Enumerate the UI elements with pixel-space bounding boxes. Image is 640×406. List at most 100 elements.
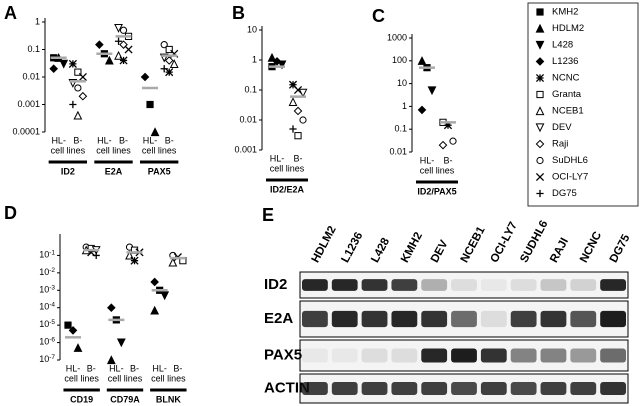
panel-letter: B xyxy=(232,3,245,23)
column-label: HL- xyxy=(97,135,112,145)
lane-label: SUDHL6 xyxy=(518,219,550,265)
group-name: ID2/PAX5 xyxy=(417,186,456,196)
marker xyxy=(73,343,83,352)
row-label: ID2 xyxy=(264,276,287,293)
tick-base: 10 xyxy=(39,320,49,330)
legend-label: L428 xyxy=(552,40,573,51)
panel-letter: E xyxy=(262,205,274,225)
y-tick-label: 10-7 xyxy=(39,354,55,365)
tick-base: 10 xyxy=(39,337,49,347)
marker xyxy=(69,100,77,109)
y-tick-label: 0.01 xyxy=(22,71,40,81)
band xyxy=(391,381,418,396)
column-sublabel: cell lines xyxy=(96,145,131,155)
y-tick-label: 0.001 xyxy=(17,99,40,109)
marker xyxy=(535,106,545,116)
legend-label: KMH2 xyxy=(552,7,578,18)
band xyxy=(600,279,626,291)
marker xyxy=(150,305,160,315)
band xyxy=(540,279,567,291)
marker xyxy=(427,86,437,96)
band xyxy=(361,381,388,396)
panel-letter: A xyxy=(4,3,17,23)
marker xyxy=(536,90,544,99)
marker xyxy=(277,60,287,70)
group-name: CD79A xyxy=(110,394,140,404)
band xyxy=(570,348,597,363)
band xyxy=(480,348,507,363)
marker xyxy=(74,68,82,76)
y-tick-label: 10-2 xyxy=(39,267,55,278)
tick-base: 10 xyxy=(39,250,49,260)
column-sublabel: cell lines xyxy=(270,163,305,173)
group-name: ID2 xyxy=(61,166,75,176)
y-tick-label: 1000 xyxy=(387,32,407,42)
marker xyxy=(74,84,82,92)
column-label: B- xyxy=(165,135,174,145)
y-tick-label: 100 xyxy=(392,55,407,65)
column-sublabel: cell lines xyxy=(108,373,143,383)
legend-label: SuDHL6 xyxy=(552,155,588,166)
group-name: CD19 xyxy=(70,394,93,404)
legend-label: NCNC xyxy=(552,73,580,84)
marker xyxy=(535,40,545,50)
marker xyxy=(417,105,427,115)
band xyxy=(361,310,388,328)
band xyxy=(421,279,448,291)
column-label: HL- xyxy=(420,155,435,165)
band xyxy=(331,310,358,328)
row-label: PAX5 xyxy=(264,346,302,363)
marker xyxy=(169,59,179,68)
tick-exp: -3 xyxy=(49,284,55,291)
legend-label: Granta xyxy=(552,89,582,100)
column-sublabel: cell lines xyxy=(51,145,86,155)
band xyxy=(480,279,507,291)
y-tick-label: 0.001 xyxy=(234,144,257,154)
column-label: HL- xyxy=(51,135,66,145)
row-label: E2A xyxy=(264,310,293,327)
band xyxy=(361,279,388,291)
marker xyxy=(535,57,545,66)
lane-label: NCEB1 xyxy=(459,224,488,265)
tick-base: 10 xyxy=(39,285,49,295)
marker xyxy=(104,55,114,65)
band xyxy=(600,381,626,396)
band xyxy=(361,348,388,363)
legend-label: DEV xyxy=(552,122,572,133)
legend-label: L1236 xyxy=(552,56,578,67)
lane-label: OCI-LY7 xyxy=(489,220,520,265)
band xyxy=(302,381,328,396)
band xyxy=(421,348,448,363)
band xyxy=(600,348,626,363)
legend-box xyxy=(527,2,639,207)
band xyxy=(331,279,358,291)
band xyxy=(451,348,477,363)
band xyxy=(510,348,537,363)
y-tick-label: 10 xyxy=(247,24,257,34)
lane-label: RAJI xyxy=(548,236,571,265)
marker xyxy=(443,121,453,130)
marker xyxy=(536,8,544,16)
marker xyxy=(73,110,83,120)
band xyxy=(540,381,567,396)
y-tick-label: 1 xyxy=(35,16,40,26)
marker xyxy=(150,277,159,287)
marker xyxy=(535,123,545,133)
marker xyxy=(536,156,544,165)
tick-base: 10 xyxy=(39,267,49,277)
lane-label: L1236 xyxy=(339,230,365,264)
band xyxy=(540,310,567,328)
column-sublabel: cell lines xyxy=(151,373,186,383)
marker xyxy=(59,59,69,69)
legend-label: NCEB1 xyxy=(552,106,584,117)
marker xyxy=(288,97,298,107)
y-tick-label: 10 xyxy=(397,78,407,88)
column-label: B- xyxy=(294,153,303,163)
row-label: ACTIN xyxy=(264,379,310,396)
band xyxy=(391,279,418,291)
marker xyxy=(78,91,88,101)
marker xyxy=(116,338,126,348)
band xyxy=(302,348,328,363)
lane-label: DG75 xyxy=(608,232,633,265)
band xyxy=(391,310,418,328)
